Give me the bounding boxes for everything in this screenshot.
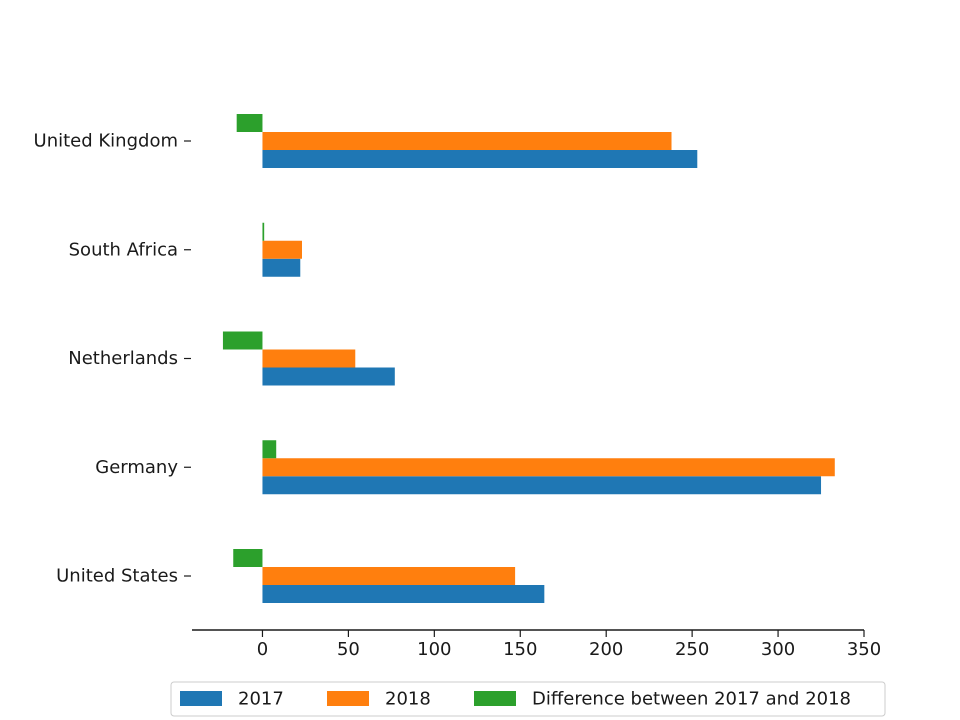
y-axis: United States Germany Netherlands South Afr… (34, 131, 191, 587)
bar-south-africa-difference-between-2017-and-2018 (262, 222, 265, 241)
legend-label-2017: 2017 (238, 689, 284, 710)
x-tick-label: 350 (847, 639, 881, 660)
bar-south-africa-2018 (262, 240, 302, 259)
x-tick-label: 0 (257, 639, 268, 660)
x-tick-label: 150 (503, 639, 537, 660)
x-tick-label: 300 (761, 639, 795, 660)
y-tick-label: United States (56, 566, 178, 587)
bar-united-kingdom-difference-between-2017-and-2018 (236, 114, 263, 132)
legend-swatch-2018 (327, 691, 369, 706)
bar-germany-2017 (262, 476, 822, 495)
legend-label-2018: 2018 (385, 689, 431, 710)
x-axis: 0 50 100 150 200 250 300 350 (192, 629, 881, 660)
x-tick-label: 100 (417, 639, 451, 660)
bar-germany-2018 (262, 458, 835, 477)
x-tick-label: 250 (675, 639, 709, 660)
bar-netherlands-difference-between-2017-and-2018 (222, 331, 263, 350)
bar-germany-difference-between-2017-and-2018 (262, 440, 277, 459)
y-tick-label: Netherlands (68, 348, 178, 369)
bar-united-states-difference-between-2017-and-2018 (233, 549, 263, 567)
bar-united-states-2017 (262, 585, 545, 603)
bar-united-kingdom-2018 (262, 132, 672, 150)
legend-swatch-difference-between-2017-and-2018 (474, 691, 516, 706)
legend: 2017 2018 Difference between 2017 and 2018 (170, 681, 886, 717)
y-tick-label: United Kingdom (34, 131, 178, 152)
x-tick-label: 50 (337, 639, 360, 660)
bar-south-africa-2017 (262, 258, 301, 277)
bar-netherlands-2017 (262, 367, 395, 386)
y-tick-label: Germany (95, 457, 178, 478)
legend-label-difference-between-2017-and-2018: Difference between 2017 and 2018 (532, 689, 851, 710)
bars-group (222, 114, 835, 603)
bar-united-kingdom-2017 (262, 150, 698, 168)
legend-swatch-2017 (180, 691, 222, 706)
bar-netherlands-2018 (262, 349, 356, 368)
legend-frame (170, 681, 886, 717)
y-tick-label: South Africa (69, 239, 178, 260)
bar-united-states-2018 (262, 567, 516, 585)
x-tick-label: 200 (589, 639, 623, 660)
